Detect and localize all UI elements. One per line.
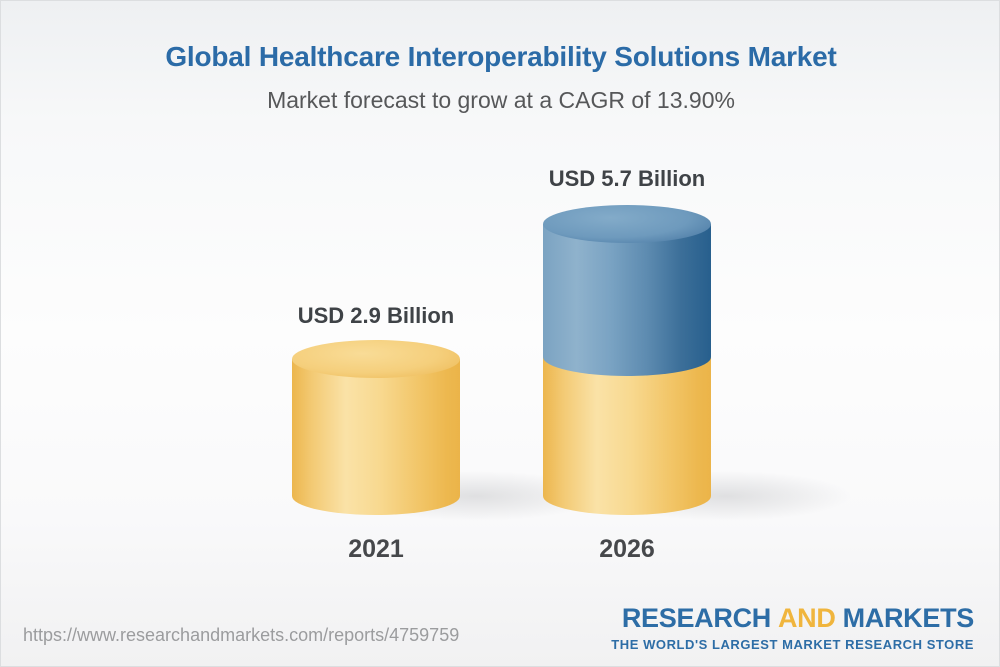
bar-2026-cylinder-top bbox=[543, 205, 711, 243]
logo-word-and: AND bbox=[777, 603, 836, 633]
brand-logo: RESEARCH AND MARKETS THE WORLD'S LARGEST… bbox=[611, 605, 974, 653]
logo-word-research: RESEARCH bbox=[621, 603, 771, 633]
bar-2026-value-label: USD 5.7 Billion bbox=[548, 166, 706, 191]
x-axis-label-2021: 2021 bbox=[348, 535, 404, 563]
bar-2021-cylinder-top bbox=[292, 340, 460, 378]
logo-tagline: THE WORLD'S LARGEST MARKET RESEARCH STOR… bbox=[611, 637, 974, 652]
bar-2026-cylinder-growth-segment bbox=[543, 224, 711, 376]
chart-subtitle: Market forecast to grow at a CAGR of 13.… bbox=[267, 87, 735, 113]
bar-2026-cylinder-base-segment bbox=[543, 357, 711, 515]
bar-2021-value-label: USD 2.9 Billion bbox=[297, 303, 455, 328]
logo-wordmark: RESEARCH AND MARKETS bbox=[622, 605, 974, 632]
bar-2021-cylinder-body bbox=[292, 359, 460, 515]
chart-title: Global Healthcare Interoperability Solut… bbox=[165, 41, 837, 72]
x-axis-label-2026: 2026 bbox=[599, 535, 655, 563]
logo-word-markets: MARKETS bbox=[842, 603, 975, 633]
source-url: https://www.researchandmarkets.com/repor… bbox=[23, 625, 460, 645]
